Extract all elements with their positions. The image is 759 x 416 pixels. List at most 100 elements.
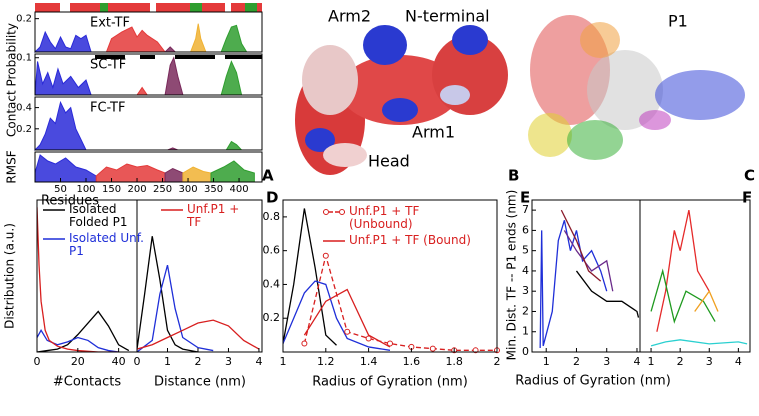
x-tick-label: 1.8 <box>445 355 463 368</box>
series-line <box>656 209 710 332</box>
marker <box>301 340 308 347</box>
y-tick-label: 0.2 <box>16 14 32 25</box>
sequence-strip <box>35 3 262 12</box>
series-line <box>37 207 119 352</box>
panel-letter: A <box>262 167 274 185</box>
x-tick-label: 200 <box>127 184 146 195</box>
legend-label: Isolated Unf. P1 <box>69 231 144 258</box>
image-label: Head <box>368 152 410 171</box>
x-axis-label: Radius of Gyration (nm) <box>515 374 671 389</box>
x-axis-label: Residues <box>41 194 99 209</box>
x-tick-label: 2 <box>573 355 580 368</box>
legend-marker <box>323 209 329 215</box>
image-label: P1 <box>668 12 688 31</box>
y-tick-label: 0.6 <box>263 244 281 257</box>
x-tick-label: 4 <box>255 355 262 368</box>
y-tick-label: 6 <box>522 223 529 236</box>
y-tick-label: 1 <box>522 325 529 338</box>
plot-frame <box>282 199 498 353</box>
x-tick-label: 1.6 <box>403 355 421 368</box>
legend-swatch <box>323 209 345 215</box>
x-tick-label: 4 <box>633 355 640 368</box>
series-line <box>563 230 614 292</box>
y-tick-label: 0.4 <box>16 103 32 114</box>
contact-area <box>164 56 184 96</box>
legend-entry: Unf.P1 + TF (Unbound) <box>322 205 471 231</box>
legend-entry: Unf.P1 + TF <box>160 203 247 229</box>
contact-area <box>225 140 243 151</box>
subpanel-label: Ext-TF <box>90 16 130 31</box>
legend-entry: Unf.P1 + TF (Bound) <box>322 234 471 247</box>
legend-swatch <box>161 209 183 211</box>
image-label: Arm2 <box>328 7 371 26</box>
x-axis-label: Radius of Gyration (nm) <box>312 375 468 390</box>
plot-frame <box>136 199 263 353</box>
contact-area <box>33 30 92 53</box>
contact-area <box>220 24 248 53</box>
y-tick-label: 2 <box>522 304 529 317</box>
structure-b <box>295 25 508 175</box>
x-tick-label: 1 <box>164 355 171 368</box>
contact-area <box>210 160 255 183</box>
series-line <box>539 220 608 348</box>
x-tick-label: 0 <box>34 355 41 368</box>
x-tick-label: 1.4 <box>360 355 378 368</box>
y-tick-label: 4 <box>522 264 529 277</box>
series-line <box>650 339 748 347</box>
panel-letter: F <box>742 189 752 207</box>
y-tick-label: 0.1 <box>16 53 32 64</box>
marker <box>387 340 393 347</box>
legend-marker <box>339 209 345 215</box>
series-line <box>137 319 260 350</box>
legend-swatch <box>43 238 65 240</box>
x-axis-label: #Contacts <box>53 375 121 390</box>
marker <box>322 252 329 259</box>
contact-area <box>95 163 166 183</box>
series-line <box>283 280 391 351</box>
subpanel-frame <box>34 151 263 183</box>
y-axis-label: RMSF <box>5 150 19 183</box>
series-line <box>37 328 119 352</box>
series-line <box>303 288 391 348</box>
y-tick-label: 0.8 <box>263 210 281 223</box>
subpanel-frame <box>34 53 263 96</box>
contact-area <box>163 46 177 53</box>
y-tick-label: 0.4 <box>263 277 281 290</box>
legend: Isolated Folded P1 Isolated Unf. P1 <box>42 203 147 261</box>
y-tick-label: 7 <box>522 203 529 216</box>
contact-area <box>220 60 243 96</box>
x-tick-label: 3 <box>225 355 232 368</box>
subpanel-frame <box>34 11 263 53</box>
x-tick-label: 350 <box>204 184 223 195</box>
legend-label: Unf.P1 + TF <box>187 202 240 229</box>
legend-entry: Isolated Unf. P1 <box>42 232 147 258</box>
legend: Unf.P1 + TF <box>160 203 247 232</box>
image-label: N-terminal <box>405 7 490 26</box>
series-line <box>694 289 719 312</box>
marker <box>429 345 436 352</box>
panel-letter: E <box>520 189 530 207</box>
x-tick-label: 250 <box>153 184 172 195</box>
x-tick-label: 0 <box>134 355 141 368</box>
series-line <box>303 253 497 351</box>
series-line <box>283 208 337 346</box>
contact-area <box>189 23 207 53</box>
marker <box>344 328 351 335</box>
y-tick-label: 0.2 <box>16 124 32 135</box>
series-line <box>137 264 214 352</box>
series-line <box>650 268 716 324</box>
contact-area <box>105 26 167 53</box>
panel-letter: B <box>508 167 519 185</box>
x-tick-label: 1.2 <box>317 355 335 368</box>
y-axis-label: Contact Probability <box>5 23 19 137</box>
contact-area <box>33 100 87 151</box>
series-line <box>575 270 640 318</box>
series-line <box>560 209 602 282</box>
legend-swatch <box>323 240 345 242</box>
x-tick-label: 150 <box>102 184 121 195</box>
subpanel-label: SC-TF <box>90 58 126 73</box>
legend-swatch <box>43 209 65 211</box>
x-axis-label: Distance (nm) <box>154 375 246 390</box>
structure-c <box>528 15 745 160</box>
